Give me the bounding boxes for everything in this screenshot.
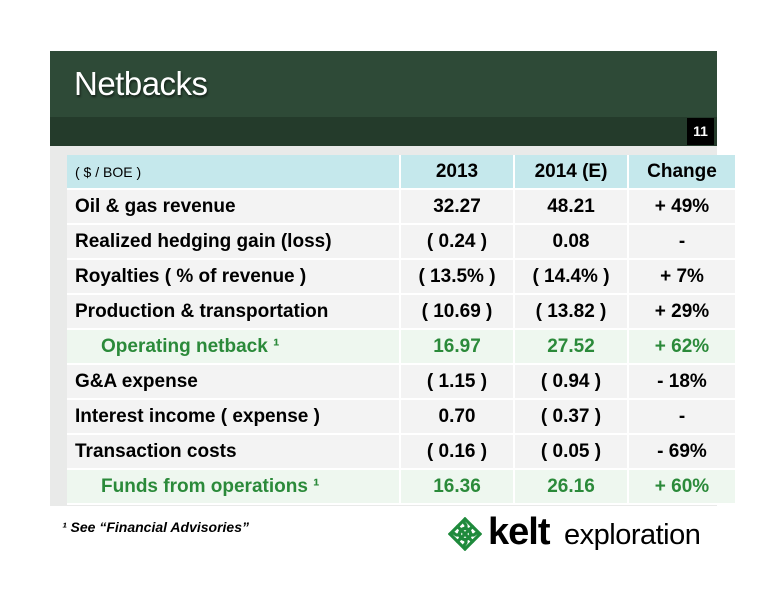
row-label: Operating netback ¹ [67, 329, 401, 365]
cell-change: - 18% [628, 364, 737, 400]
cell-2014: 0.08 [514, 224, 629, 260]
cell-2013: ( 10.69 ) [400, 294, 515, 330]
cell-change: - [628, 224, 737, 260]
company-logo: kelt exploration [448, 511, 708, 563]
table-row-subtotal: Operating netback ¹ 16.97 27.52 + 62% [67, 329, 737, 365]
cell-change: + 62% [628, 329, 737, 365]
cell-2013: 16.36 [400, 469, 515, 505]
table-header-row: ( $ / BOE ) 2013 2014 (E) Change [67, 155, 737, 190]
row-label: Realized hedging gain (loss) [67, 224, 401, 260]
row-label: Transaction costs [67, 434, 401, 470]
cell-change: + 60% [628, 469, 737, 505]
cell-2013: 0.70 [400, 399, 515, 435]
column-header-change: Change [628, 155, 737, 190]
table-row-total: Funds from operations ¹ 16.36 26.16 + 60… [67, 469, 737, 505]
table-row: Transaction costs ( 0.16 ) ( 0.05 ) - 69… [67, 434, 737, 470]
page-number: 11 [687, 118, 714, 145]
cell-change: + 49% [628, 189, 737, 225]
table-row: Realized hedging gain (loss) ( 0.24 ) 0.… [67, 224, 737, 260]
cell-2014: 26.16 [514, 469, 629, 505]
table-row: G&A expense ( 1.15 ) ( 0.94 ) - 18% [67, 364, 737, 400]
cell-change: + 29% [628, 294, 737, 330]
cell-2014: ( 0.37 ) [514, 399, 629, 435]
netbacks-table: ( $ / BOE ) 2013 2014 (E) Change Oil & g… [67, 155, 737, 505]
table-row: Interest income ( expense ) 0.70 ( 0.37 … [67, 399, 737, 435]
cell-2014: ( 0.05 ) [514, 434, 629, 470]
title-band [50, 117, 717, 146]
cell-2014: ( 14.4% ) [514, 259, 629, 295]
units-header: ( $ / BOE ) [67, 155, 401, 190]
cell-2013: ( 1.15 ) [400, 364, 515, 400]
row-label: Royalties ( % of revenue ) [67, 259, 401, 295]
cell-2014: 48.21 [514, 189, 629, 225]
logo-wordmark: kelt [488, 511, 550, 553]
cell-2013: ( 0.24 ) [400, 224, 515, 260]
cell-change: + 7% [628, 259, 737, 295]
cell-change: - 69% [628, 434, 737, 470]
table-row: Royalties ( % of revenue ) ( 13.5% ) ( 1… [67, 259, 737, 295]
logo-tagline: exploration [564, 519, 701, 551]
column-header-2013: 2013 [400, 155, 515, 190]
slide-title: Netbacks [74, 65, 208, 102]
cell-2014: ( 0.94 ) [514, 364, 629, 400]
title-bar: Netbacks [50, 51, 717, 117]
table-row: Production & transportation ( 10.69 ) ( … [67, 294, 737, 330]
row-label: Funds from operations ¹ [67, 469, 401, 505]
table-row: Oil & gas revenue 32.27 48.21 + 49% [67, 189, 737, 225]
cell-2014: 27.52 [514, 329, 629, 365]
column-header-2014: 2014 (E) [514, 155, 629, 190]
row-label: Interest income ( expense ) [67, 399, 401, 435]
footnote: ¹ See “Financial Advisories” [62, 519, 249, 535]
row-label: Production & transportation [67, 294, 401, 330]
cell-2013: 16.97 [400, 329, 515, 365]
row-label: G&A expense [67, 364, 401, 400]
cell-2013: ( 0.16 ) [400, 434, 515, 470]
cell-2014: ( 13.82 ) [514, 294, 629, 330]
cell-2013: 32.27 [400, 189, 515, 225]
row-label: Oil & gas revenue [67, 189, 401, 225]
cell-change: - [628, 399, 737, 435]
celtic-knot-icon [448, 517, 482, 551]
cell-2013: ( 13.5% ) [400, 259, 515, 295]
